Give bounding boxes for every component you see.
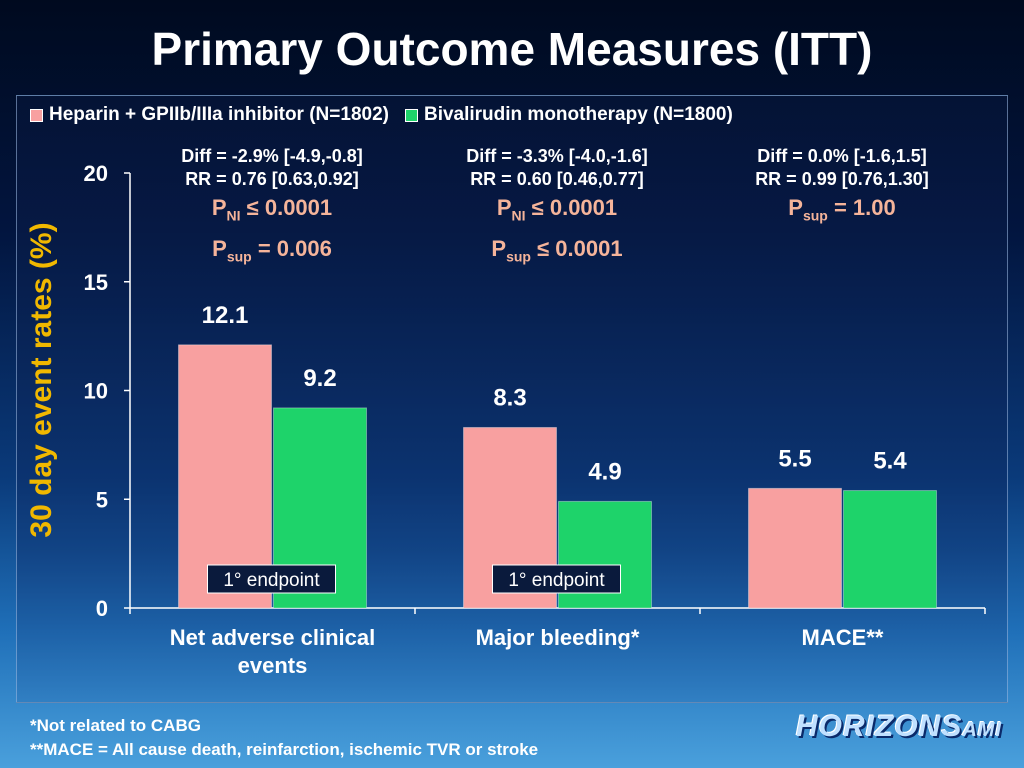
endpoint-badge	[492, 564, 621, 594]
bar-heparin	[748, 487, 842, 609]
stats-block-mace: Diff = 0.0% [-1.6,1.5] RR = 0.99 [0.76,1…	[702, 145, 982, 232]
stats-p-sup: Psup = 1.00	[788, 195, 896, 224]
bar-value-label: 5.5	[778, 445, 811, 472]
y-tick-label: 20	[84, 161, 108, 186]
footnotes: *Not related to CABG **MACE = All cause …	[30, 714, 538, 762]
endpoint-badge-label: 1° endpoint	[223, 570, 320, 591]
stats-rr: RR = 0.60 [0.46,0.77]	[470, 169, 644, 189]
stats-p-ni: PNI ≤ 0.0001	[496, 195, 618, 224]
x-category-label: events	[238, 653, 308, 678]
stats-block-nace: Diff = -2.9% [-4.9,-0.8] RR = 0.76 [0.63…	[132, 145, 412, 274]
bar-value-label: 9.2	[303, 365, 336, 392]
legend-swatch-bivalirudin	[404, 108, 418, 122]
bar-value-label: 8.3	[493, 384, 526, 411]
x-category-label: Net adverse clinical	[170, 625, 375, 650]
stats-p-sup: Psup ≤ 0.0001	[491, 236, 623, 265]
stats-rr: RR = 0.99 [0.76,1.30]	[755, 169, 929, 189]
bar-value-label: 4.9	[588, 458, 621, 485]
y-tick-label: 15	[84, 270, 108, 295]
legend-label-bivalirudin: Bivalirudin monotherapy (N=1800)	[423, 104, 733, 125]
footnote-mace: **MACE = All cause death, reinfarction, …	[30, 740, 539, 759]
stats-diff: Diff = 0.0% [-1.6,1.5]	[757, 146, 927, 166]
x-category-label: MACE**	[802, 625, 884, 650]
x-category-label: Major bleeding*	[476, 625, 640, 650]
slide-title: Primary Outcome Measures (ITT)	[151, 23, 873, 75]
y-tick-label: 5	[96, 487, 108, 512]
bar-bivalirudin	[843, 490, 937, 609]
bar-heparin	[178, 344, 272, 609]
legend-item-heparin: Heparin + GPIIb/IIIa inhibitor (N=1802)	[30, 104, 389, 126]
stats-block-bleeding: Diff = -3.3% [-4.0,-1.6] RR = 0.60 [0.46…	[417, 145, 697, 274]
y-tick-label: 0	[96, 596, 108, 621]
stats-p-sup: Psup = 0.006	[212, 236, 332, 265]
endpoint-badge-label: 1° endpoint	[508, 570, 605, 591]
stats-p-ni: PNI ≤ 0.0001	[211, 195, 333, 224]
stats-rr: RR = 0.76 [0.63,0.92]	[185, 169, 359, 189]
legend: Heparin + GPIIb/IIIa inhibitor (N=1802) …	[30, 104, 733, 126]
y-tick-label: 10	[84, 379, 108, 404]
horizons-ami-logo: HORIZONSAMI	[796, 710, 1003, 743]
bar-value-label: 12.1	[202, 302, 249, 329]
legend-swatch-heparin	[30, 108, 43, 122]
footnote-cabg: *Not related to CABG	[30, 716, 201, 735]
endpoint-badge	[207, 564, 336, 594]
legend-item-bivalirudin: Bivalirudin monotherapy (N=1800)	[404, 104, 733, 126]
legend-label-heparin: Heparin + GPIIb/IIIa inhibitor (N=1802)	[49, 104, 389, 125]
bar-value-label: 5.4	[873, 448, 907, 475]
stats-diff: Diff = -2.9% [-4.9,-0.8]	[181, 146, 363, 166]
stats-diff: Diff = -3.3% [-4.0,-1.6]	[466, 146, 648, 166]
